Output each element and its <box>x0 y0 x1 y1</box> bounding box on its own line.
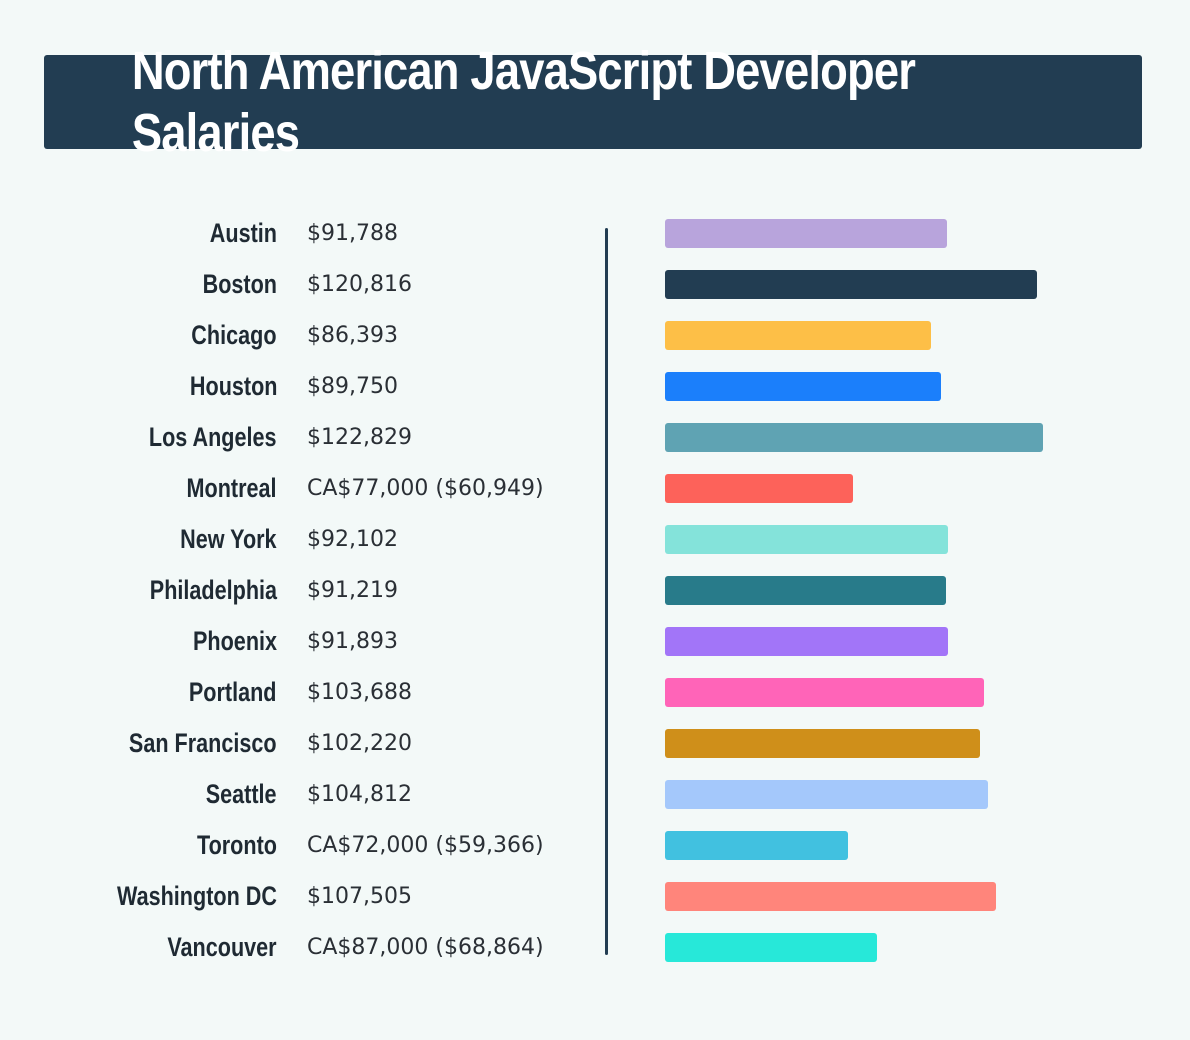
bar <box>665 270 1037 299</box>
category-label: Phoenix <box>192 626 277 656</box>
bar-row: Vancouver CA$87,000 ($68,864) <box>0 922 1190 973</box>
value-label: $102,220 <box>307 731 412 756</box>
bar <box>665 525 949 554</box>
bar-row: San Francisco $102,220 <box>0 718 1190 769</box>
bar <box>665 219 948 248</box>
category-label: Toronto <box>197 830 277 860</box>
bar-row: Boston $120,816 <box>0 259 1190 310</box>
category-label: Los Angeles <box>149 422 277 452</box>
bar <box>665 474 853 503</box>
chart-title: North American JavaScript Developer Sala… <box>44 41 1142 163</box>
bar-row: Philadelphia $91,219 <box>0 565 1190 616</box>
category-label: Portland <box>189 677 277 707</box>
axis-divider <box>605 228 608 955</box>
bar-row: New York $92,102 <box>0 514 1190 565</box>
bar <box>665 627 948 656</box>
bar <box>665 576 946 605</box>
bar <box>665 831 848 860</box>
bar <box>665 780 988 809</box>
bar-row: Phoenix $91,893 <box>0 616 1190 667</box>
bar <box>665 321 931 350</box>
bar <box>665 372 942 401</box>
value-label: $91,219 <box>307 578 398 603</box>
bar-row: Seattle $104,812 <box>0 769 1190 820</box>
chart-title-text: North American JavaScript Developer Sala… <box>131 41 916 163</box>
category-label: Vancouver <box>167 932 277 962</box>
category-label: Montreal <box>186 473 277 503</box>
value-label: CA$87,000 ($68,864) <box>307 935 544 960</box>
value-label: CA$72,000 ($59,366) <box>307 833 544 858</box>
bar-row: Washington DC $107,505 <box>0 871 1190 922</box>
value-label: $92,102 <box>307 527 398 552</box>
category-label: San Francisco <box>129 728 277 758</box>
category-label: Boston <box>202 269 277 299</box>
value-label: $86,393 <box>307 323 398 348</box>
value-label: $120,816 <box>307 272 412 297</box>
bar-row: Austin $91,788 <box>0 208 1190 259</box>
category-label: Washington DC <box>117 881 277 911</box>
category-label: Philadelphia <box>149 575 277 605</box>
bar-row: Los Angeles $122,829 <box>0 412 1190 463</box>
category-label: Houston <box>189 371 277 401</box>
bar <box>665 423 1043 452</box>
bar-row: Toronto CA$72,000 ($59,366) <box>0 820 1190 871</box>
category-label: Seattle <box>206 779 277 809</box>
value-label: $91,788 <box>307 221 398 246</box>
value-label: CA$77,000 ($60,949) <box>307 476 544 501</box>
category-label: Chicago <box>191 320 277 350</box>
bar-row: Portland $103,688 <box>0 667 1190 718</box>
value-label: $103,688 <box>307 680 412 705</box>
value-label: $91,893 <box>307 629 398 654</box>
category-label: New York <box>180 524 277 554</box>
category-label: Austin <box>209 218 277 248</box>
value-label: $107,505 <box>307 884 412 909</box>
bar <box>665 729 980 758</box>
bar-row: Houston $89,750 <box>0 361 1190 412</box>
bar-row: Chicago $86,393 <box>0 310 1190 361</box>
bar-row: Montreal CA$77,000 ($60,949) <box>0 463 1190 514</box>
bar <box>665 933 877 962</box>
bar <box>665 882 996 911</box>
value-label: $122,829 <box>307 425 412 450</box>
value-label: $104,812 <box>307 782 412 807</box>
value-label: $89,750 <box>307 374 398 399</box>
bar <box>665 678 985 707</box>
